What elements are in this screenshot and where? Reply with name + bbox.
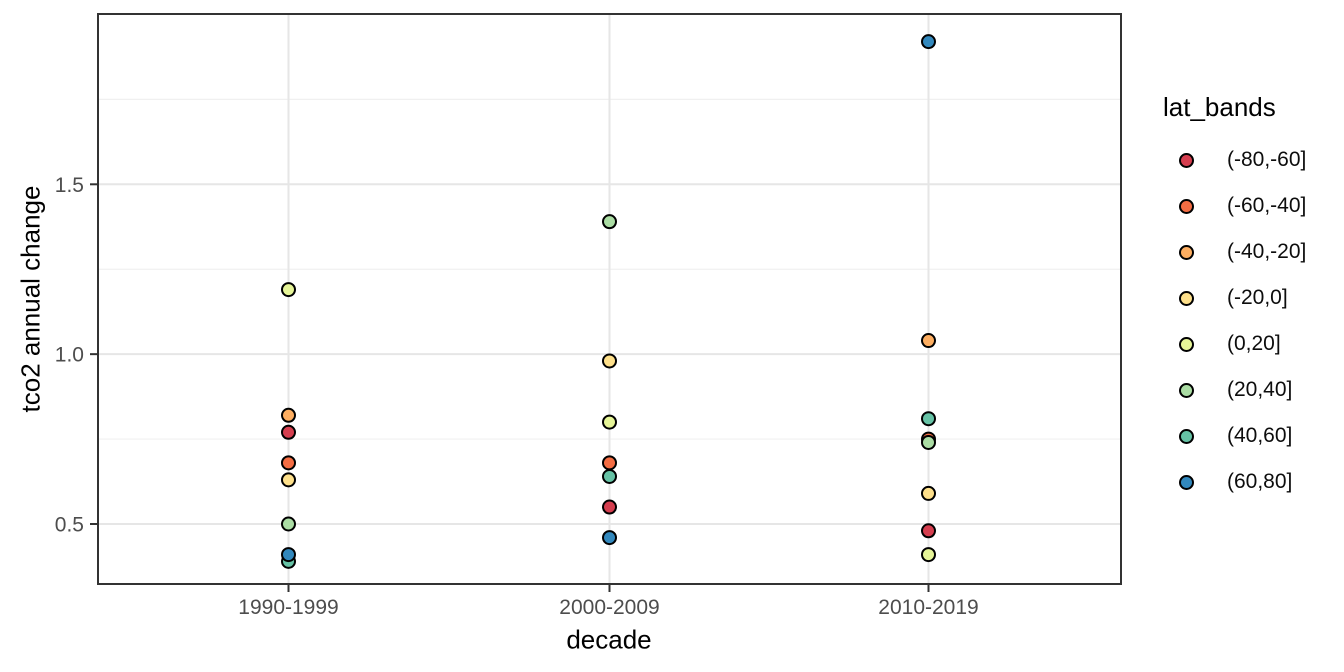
data-point xyxy=(281,282,296,298)
legend-entry: (0,20] xyxy=(1163,321,1306,367)
legend-key-circle-icon xyxy=(1179,152,1194,168)
data-point xyxy=(921,485,936,501)
legend-entry: (-40,-20] xyxy=(1163,229,1306,275)
data-point xyxy=(281,424,296,440)
data-point xyxy=(921,34,936,50)
y-tick-label: 1.5 xyxy=(55,174,84,197)
legend-label: (60,80] xyxy=(1227,470,1293,493)
data-point xyxy=(602,530,617,546)
legend-entry: (-20,0] xyxy=(1163,275,1306,321)
data-point xyxy=(602,353,617,369)
legend-key-circle-icon xyxy=(1179,382,1194,398)
legend-entry: (-60,-40] xyxy=(1163,183,1306,229)
data-point xyxy=(281,516,296,532)
legend-label: (-60,-40] xyxy=(1227,194,1307,217)
x-axis-title: decade xyxy=(566,624,652,655)
data-point xyxy=(602,455,617,471)
data-point xyxy=(921,333,936,349)
data-point xyxy=(281,547,296,563)
data-point xyxy=(921,547,936,563)
data-point xyxy=(281,472,296,488)
x-tick-label: 2000-2009 xyxy=(559,596,659,619)
legend-label: (40,60] xyxy=(1227,424,1293,447)
legend-entry: (-80,-60] xyxy=(1163,137,1306,183)
data-point xyxy=(921,411,936,427)
legend-title: lat_bands xyxy=(1163,92,1276,122)
legend-entries: (-80,-60] (-60,-40] (-40,-20] (-20,0] (0,20]… xyxy=(1163,137,1306,505)
data-point xyxy=(602,499,617,515)
x-tick-label: 1990-1999 xyxy=(238,596,338,619)
legend-key-circle-icon xyxy=(1179,244,1194,260)
legend-entry: (40,60] xyxy=(1163,413,1306,459)
legend-key-circle-icon xyxy=(1179,290,1194,306)
legend-key-circle-icon xyxy=(1179,336,1194,352)
data-point xyxy=(602,468,617,484)
legend: lat_bands (-80,-60] (-60,-40] (-40,-20] (-2… xyxy=(1163,92,1306,505)
data-point xyxy=(921,434,936,450)
legend-key-circle-icon xyxy=(1179,428,1194,444)
legend-label: (-20,0] xyxy=(1227,286,1288,309)
legend-entry: (20,40] xyxy=(1163,367,1306,413)
data-point xyxy=(602,414,617,430)
legend-label: (-40,-20] xyxy=(1227,240,1307,263)
y-tick-label: 0.5 xyxy=(55,514,84,537)
legend-key-circle-icon xyxy=(1179,198,1194,214)
legend-label: (-80,-60] xyxy=(1227,148,1307,171)
legend-label: (20,40] xyxy=(1227,378,1293,401)
x-tick-label: 2010-2019 xyxy=(878,596,978,619)
legend-entry: (60,80] xyxy=(1163,459,1306,505)
y-axis-title: tco2 annual change xyxy=(15,185,46,413)
y-tick-label: 1.0 xyxy=(55,344,84,367)
data-point xyxy=(281,407,296,423)
legend-label: (0,20] xyxy=(1227,332,1281,355)
data-point xyxy=(602,214,617,230)
data-point xyxy=(281,455,296,471)
legend-key-circle-icon xyxy=(1179,474,1194,490)
data-point xyxy=(921,523,936,539)
